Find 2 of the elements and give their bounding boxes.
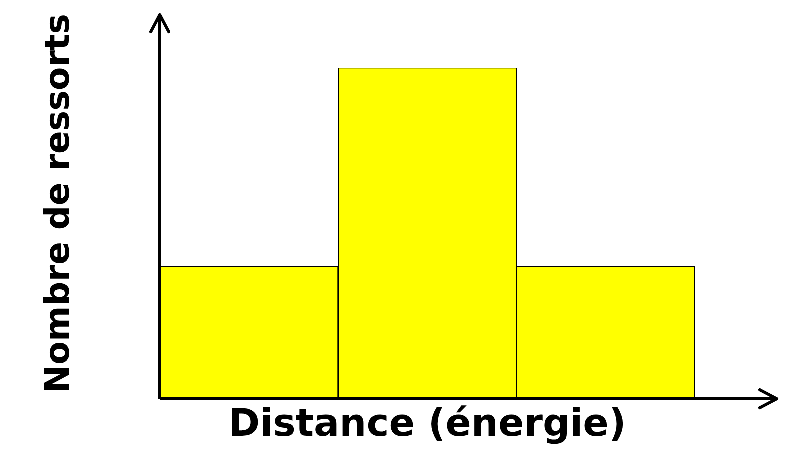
y-axis-title: Nombre de ressorts	[38, 14, 78, 394]
x-axis-title: Distance (énergie)	[228, 401, 626, 446]
